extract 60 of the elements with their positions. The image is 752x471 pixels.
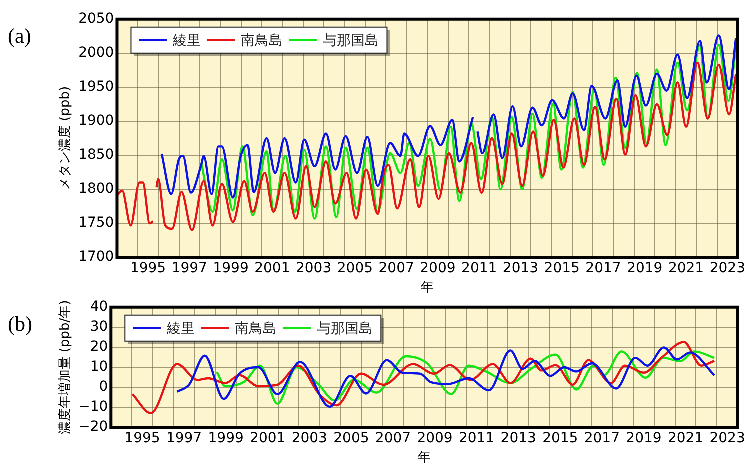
x-tick-label: 2015 [544,260,580,277]
x-tick-label: 2013 [500,430,536,447]
x-tick-label: 1999 [208,430,244,447]
legend-label: 綾里 [166,321,196,338]
x-tick-label: 2007 [378,260,414,277]
y-tick-label: 10 [90,359,108,376]
x-axis-title: 年 [418,450,432,466]
x-tick-label: 2011 [458,430,495,447]
x-tick-label: 2001 [254,260,290,277]
y-tick-label: 1800 [78,181,114,198]
x-tick-label: 2005 [334,430,370,447]
y-tick-label: −20 [78,419,108,436]
y-tick-label: 1750 [78,215,114,232]
legend-label: 南鳥島 [241,33,284,50]
legend-label: 与那国島 [317,321,374,338]
line-series [216,350,716,406]
line-series [176,346,716,408]
y-axis-title: メタン濃度 (ppb) [57,86,74,191]
y-tick-label: 1950 [78,79,114,96]
x-tick-label: 2001 [250,430,286,447]
y-tick-label: 0 [99,379,108,396]
x-tick-label: 2003 [296,260,332,277]
x-tick-label: 1995 [130,260,166,277]
y-tick-label: −10 [78,399,108,416]
x-tick-label: 2015 [542,430,578,447]
y-axis-title: 濃度年増加量 (ppb/年) [57,300,74,435]
x-tick-label: 2021 [668,430,704,447]
x-tick-label: 2019 [626,430,662,447]
legend-label: 綾里 [172,33,202,50]
x-tick-label: 2013 [502,260,539,277]
y-tick-label: 1900 [78,113,114,130]
x-tick-label: 2011 [462,260,498,277]
x-tick-label: 2003 [292,430,328,447]
x-tick-label: 2021 [668,260,704,277]
x-tick-label: 2007 [375,430,412,447]
chart-title: (a) [8,24,32,49]
legend-label: 与那国島 [323,33,380,50]
x-axis-title: 年 [421,280,434,296]
x-tick-label: 1995 [124,430,160,447]
x-tick-label: 2005 [337,260,374,277]
y-tick-label: 30 [90,319,108,336]
x-tick-label: 2009 [417,430,453,447]
y-tick-label: 1850 [78,147,114,164]
y-tick-label: 1700 [78,249,114,266]
x-tick-label: 1997 [166,430,202,447]
line-series [132,341,716,414]
legend-label: 南鳥島 [235,321,278,338]
x-tick-label: 2017 [586,260,622,277]
x-tick-label: 2019 [627,260,663,277]
y-tick-label: 40 [90,299,108,316]
y-tick-label: 20 [90,339,108,356]
x-tick-label: 2009 [420,260,456,277]
x-tick-label: 2023 [710,260,746,277]
x-tick-label: 1999 [213,260,249,277]
y-tick-label: 2000 [78,45,114,62]
y-tick-label: 2050 [78,11,114,28]
chart-title: (b) [8,312,32,337]
x-tick-label: 1997 [172,260,208,277]
x-tick-label: 2023 [710,430,746,447]
x-tick-label: 2017 [584,430,620,447]
